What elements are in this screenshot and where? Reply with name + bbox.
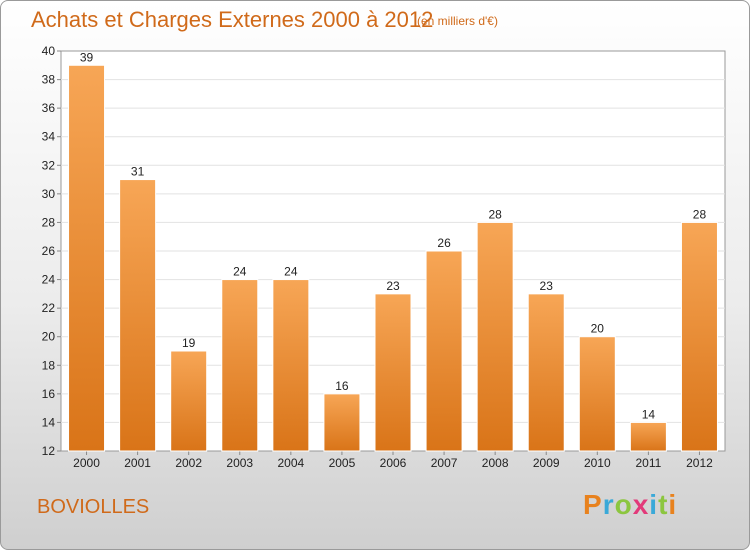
y-tick-label: 26 bbox=[42, 244, 56, 258]
y-tick-label: 22 bbox=[42, 301, 56, 315]
y-tick-label: 18 bbox=[42, 358, 56, 372]
bar-2005 bbox=[323, 393, 361, 452]
value-label-2008: 28 bbox=[488, 207, 502, 221]
x-tick-label-2007: 2007 bbox=[431, 456, 458, 470]
x-tick-label-2002: 2002 bbox=[175, 456, 202, 470]
value-label-2011: 14 bbox=[642, 407, 656, 421]
x-tick-label-2003: 2003 bbox=[226, 456, 253, 470]
y-tick-label: 38 bbox=[42, 73, 56, 87]
y-tick-label: 20 bbox=[42, 330, 56, 344]
y-tick-label: 12 bbox=[42, 444, 56, 458]
y-tick-label: 14 bbox=[42, 415, 56, 429]
y-tick-label: 32 bbox=[42, 158, 56, 172]
y-tick-label: 36 bbox=[42, 101, 56, 115]
value-label-2005: 16 bbox=[335, 379, 349, 393]
bar-2008 bbox=[476, 221, 514, 452]
bar-2009 bbox=[527, 293, 565, 452]
value-label-2010: 20 bbox=[591, 322, 605, 336]
bar-2006 bbox=[374, 293, 412, 452]
x-tick-label-2012: 2012 bbox=[686, 456, 713, 470]
value-label-2006: 23 bbox=[386, 279, 400, 293]
x-tick-label-2011: 2011 bbox=[635, 456, 661, 470]
x-tick-label-2008: 2008 bbox=[482, 456, 509, 470]
chart-title: Achats et Charges Externes 2000 à 2012 bbox=[31, 7, 434, 32]
value-label-2002: 19 bbox=[182, 336, 196, 350]
bar-2012 bbox=[680, 221, 718, 452]
bar-2003 bbox=[221, 279, 259, 452]
bar-2004 bbox=[272, 279, 310, 452]
value-label-2000: 39 bbox=[80, 50, 94, 64]
bar-2000 bbox=[68, 64, 106, 452]
y-tick-label: 16 bbox=[42, 387, 56, 401]
x-tick-label-2001: 2001 bbox=[124, 456, 151, 470]
chart-subtitle: (en milliers d'€) bbox=[417, 14, 498, 28]
x-tick-label-2000: 2000 bbox=[73, 456, 100, 470]
proxiti-logo: Proxiti bbox=[583, 489, 678, 520]
value-label-2012: 28 bbox=[693, 207, 707, 221]
y-tick-label: 24 bbox=[42, 273, 56, 287]
value-label-2009: 23 bbox=[540, 279, 554, 293]
x-tick-label-2010: 2010 bbox=[584, 456, 611, 470]
y-tick-label: 40 bbox=[42, 44, 56, 58]
x-tick-label-2004: 2004 bbox=[277, 456, 304, 470]
value-label-2003: 24 bbox=[233, 265, 247, 279]
bar-2010 bbox=[578, 336, 616, 452]
bar-2002 bbox=[170, 350, 208, 452]
value-label-2001: 31 bbox=[131, 165, 145, 179]
x-tick-label-2005: 2005 bbox=[329, 456, 356, 470]
value-label-2007: 26 bbox=[437, 236, 451, 250]
value-label-2004: 24 bbox=[284, 265, 298, 279]
bar-2001 bbox=[119, 179, 157, 452]
x-tick-label-2009: 2009 bbox=[533, 456, 560, 470]
y-tick-label: 30 bbox=[42, 187, 56, 201]
commune-name: BOVIOLLES bbox=[37, 496, 150, 518]
y-tick-label: 34 bbox=[42, 130, 56, 144]
bar-2007 bbox=[425, 250, 463, 452]
x-tick-label-2006: 2006 bbox=[380, 456, 407, 470]
y-tick-label: 28 bbox=[42, 215, 56, 229]
bar-2011 bbox=[629, 421, 667, 452]
